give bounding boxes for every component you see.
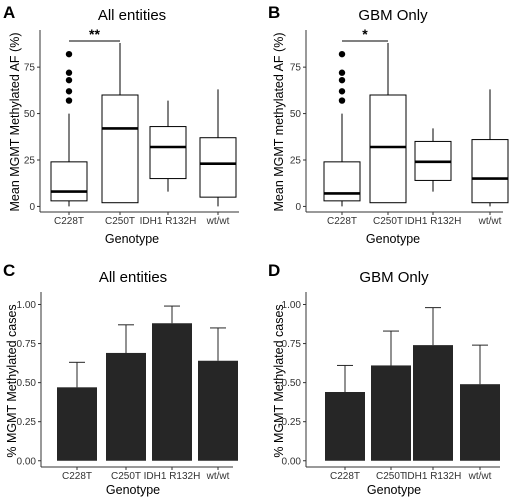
- panel-c-plot: 0.00 0.25 0.50 0.75 1.00 C228T C250T IDH1 R132H…: [17, 292, 238, 482]
- bar-idh1-r132h: [413, 345, 453, 461]
- bar-idh1-r132h: [152, 323, 192, 461]
- bar-c250t: [371, 365, 411, 461]
- x-tick-label-c250t: C250T: [105, 216, 135, 227]
- x-tick-label-idh1-r132h: IDH1 R132H: [405, 471, 462, 482]
- outlier-point: [338, 50, 346, 58]
- x-tick-label-c228t: C228T: [330, 471, 360, 482]
- panel-c-xlabel: Genotype: [106, 483, 160, 497]
- y-tick-label: 1.00: [282, 300, 302, 311]
- x-tick-label-c250t: C250T: [111, 471, 141, 482]
- y-tick-label: 0.50: [282, 378, 302, 389]
- y-tick-label: 75: [290, 63, 302, 74]
- box-idh1-r132h: [414, 128, 452, 192]
- panel-a-letter: A: [3, 3, 15, 22]
- x-tick-label-idh1-r132h: IDH1 R132H: [405, 216, 462, 227]
- panel-d-xlabel: Genotype: [367, 483, 421, 497]
- panel-d-title: GBM Only: [359, 269, 429, 286]
- box-iqr: [323, 161, 361, 202]
- x-tick-label-wt-wt: wt/wt: [478, 216, 502, 227]
- panel-a: A All entities Genotype Mean MGMT Methyl…: [3, 3, 239, 246]
- box-c228t: [50, 50, 88, 207]
- outlier-point: [338, 88, 346, 95]
- box-idh1-r132h: [149, 100, 187, 192]
- panel-c-letter: C: [3, 261, 15, 280]
- box-iqr: [50, 161, 88, 202]
- x-tick-label-c228t: C228T: [54, 216, 84, 227]
- x-tick-label-wt-wt: wt/wt: [468, 471, 492, 482]
- box-iqr: [369, 94, 407, 204]
- panel-c: C All entities Genotype % MGMT Methylate…: [3, 261, 238, 497]
- panel-a-title: All entities: [98, 7, 166, 24]
- panel-a-ylabel: Mean MGMT Methylated AF (%): [8, 33, 22, 212]
- y-tick-label: 75: [24, 63, 36, 74]
- box-c250t: [369, 43, 407, 204]
- bar-wt-wt: [460, 384, 500, 461]
- outlier-point: [65, 50, 73, 58]
- y-tick-label: 0: [29, 202, 35, 213]
- panel-c-ylabel: % MGMT Methylated cases: [5, 304, 19, 457]
- x-tick-label-wt-wt: wt/wt: [206, 471, 230, 482]
- x-tick-label-c228t: C228T: [327, 216, 357, 227]
- y-tick-label: 25: [290, 156, 302, 167]
- panel-b-xlabel: Genotype: [366, 232, 420, 246]
- y-tick-label: 50: [24, 109, 36, 120]
- x-tick-label-c228t: C228T: [62, 471, 92, 482]
- box-iqr: [199, 137, 237, 198]
- panel-d-letter: D: [268, 261, 280, 280]
- y-tick-label: 50: [290, 109, 302, 120]
- y-tick-label: 0.25: [282, 417, 302, 428]
- outlier-point: [338, 97, 346, 104]
- y-tick-label: 0.75: [282, 339, 302, 350]
- box-wt-wt: [199, 89, 237, 207]
- bar-c228t: [57, 387, 97, 461]
- y-tick-label: 1.00: [17, 300, 37, 311]
- y-tick-label: 0.25: [17, 417, 37, 428]
- y-tick-label: 0.75: [17, 339, 37, 350]
- significance-label: *: [362, 26, 368, 42]
- box-c228t: [323, 50, 361, 207]
- box-iqr: [149, 126, 187, 180]
- box-iqr: [471, 139, 509, 204]
- x-tick-label-wt-wt: wt/wt: [206, 216, 230, 227]
- y-tick-label: 0.00: [282, 456, 302, 467]
- outlier-point: [65, 69, 73, 76]
- bar-wt-wt: [198, 360, 238, 461]
- outlier-point: [65, 97, 73, 104]
- x-tick-label-c250t: C250T: [376, 471, 406, 482]
- significance-label: **: [89, 26, 100, 42]
- y-tick-label: 25: [24, 156, 36, 167]
- x-tick-label-idh1-r132h: IDH1 R132H: [140, 216, 197, 227]
- panel-b-plot: 0 25 50 75 C228T C250T IDH1 R132H wt/wt *: [290, 26, 509, 227]
- x-tick-label-c250t: C250T: [373, 216, 403, 227]
- panel-b-title: GBM Only: [358, 7, 428, 24]
- panel-a-xlabel: Genotype: [105, 232, 159, 246]
- outlier-point: [65, 88, 73, 95]
- panel-d: D GBM Only Genotype % MGMT Methylated ca…: [268, 261, 500, 497]
- box-iqr: [101, 94, 139, 204]
- box-c250t: [101, 43, 139, 204]
- outlier-point: [65, 76, 73, 84]
- bar-c228t: [325, 392, 365, 461]
- outlier-point: [338, 69, 346, 76]
- panel-b-ylabel: Mean MGMT methylated AF (%): [272, 33, 286, 212]
- y-tick-label: 0: [295, 202, 301, 213]
- panel-b-letter: B: [268, 3, 280, 22]
- box-wt-wt: [471, 89, 509, 207]
- bar-c250t: [106, 352, 146, 461]
- y-tick-label: 0.00: [17, 456, 37, 467]
- outlier-point: [338, 76, 346, 84]
- panel-a-plot: 0 25 50 75 C228T C250T IDH1 R132H wt/wt **: [24, 26, 239, 227]
- panel-d-ylabel: % MGMT Methylated cases: [272, 304, 286, 457]
- panel-b: B GBM Only Genotype Mean MGMT methylated…: [268, 3, 509, 246]
- y-tick-label: 0.50: [17, 378, 37, 389]
- x-tick-label-idh1-r132h: IDH1 R132H: [144, 471, 201, 482]
- panel-c-title: All entities: [99, 269, 167, 286]
